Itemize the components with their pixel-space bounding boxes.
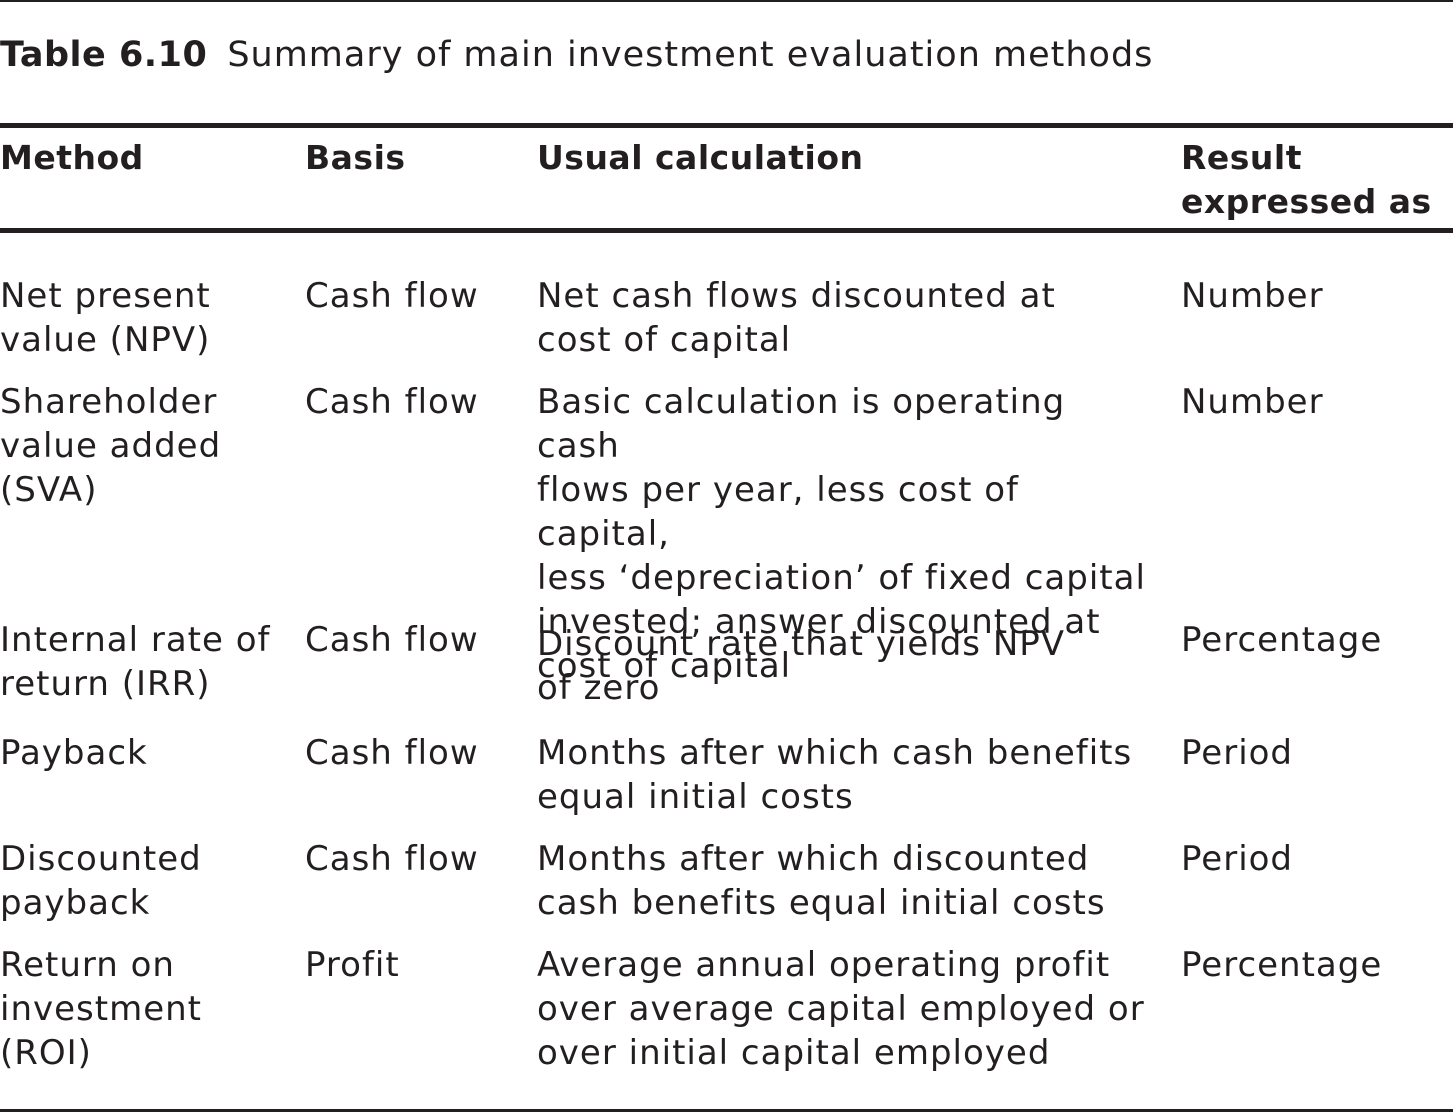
row-method: Net present value (NPV): [0, 276, 211, 360]
row-result: Number: [1181, 382, 1324, 422]
row-result: Period: [1181, 733, 1294, 773]
row-method: Payback: [0, 733, 148, 773]
row-method: Shareholder value added (SVA): [0, 382, 222, 510]
bottom-rule: [0, 1109, 1453, 1112]
row-basis: Cash flow: [305, 382, 479, 422]
row-calculation: Months after which discounted cash benef…: [537, 839, 1106, 923]
row-calculation: Discount rate that yields NPV of zero: [537, 624, 1066, 708]
row-result: Number: [1181, 276, 1324, 316]
row-result: Period: [1181, 839, 1294, 879]
header-top-rule: [0, 123, 1453, 128]
column-header-calculation: Usual calculation: [537, 138, 864, 177]
table-title: Summary of main investment evaluation me…: [227, 35, 1154, 75]
row-basis: Cash flow: [305, 839, 479, 879]
row-method: Return on investment (ROI): [0, 945, 202, 1073]
table-number: Table 6.10: [0, 35, 208, 75]
row-basis: Profit: [305, 945, 400, 985]
top-rule: [0, 0, 1453, 2]
row-basis: Cash flow: [305, 276, 479, 316]
row-basis: Cash flow: [305, 620, 479, 660]
column-header-method: Method: [0, 138, 144, 177]
column-header-result: Result expressed as: [1181, 138, 1432, 221]
row-method: Discounted payback: [0, 839, 202, 923]
row-method: Internal rate of return (IRR): [0, 620, 271, 704]
row-calculation: Months after which cash benefits equal i…: [537, 733, 1133, 817]
row-calculation: Basic calculation is operating cash flow…: [537, 382, 1146, 686]
column-header-basis: Basis: [305, 138, 406, 177]
row-calculation: Net cash flows discounted at cost of cap…: [537, 276, 1056, 360]
row-basis: Cash flow: [305, 733, 479, 773]
row-result: Percentage: [1181, 945, 1383, 985]
table-caption: Table 6.10 Summary of main investment eva…: [0, 30, 1153, 80]
row-result: Percentage: [1181, 620, 1383, 660]
row-calculation: Average annual operating profit over ave…: [537, 945, 1145, 1073]
header-bottom-rule: [0, 228, 1453, 233]
